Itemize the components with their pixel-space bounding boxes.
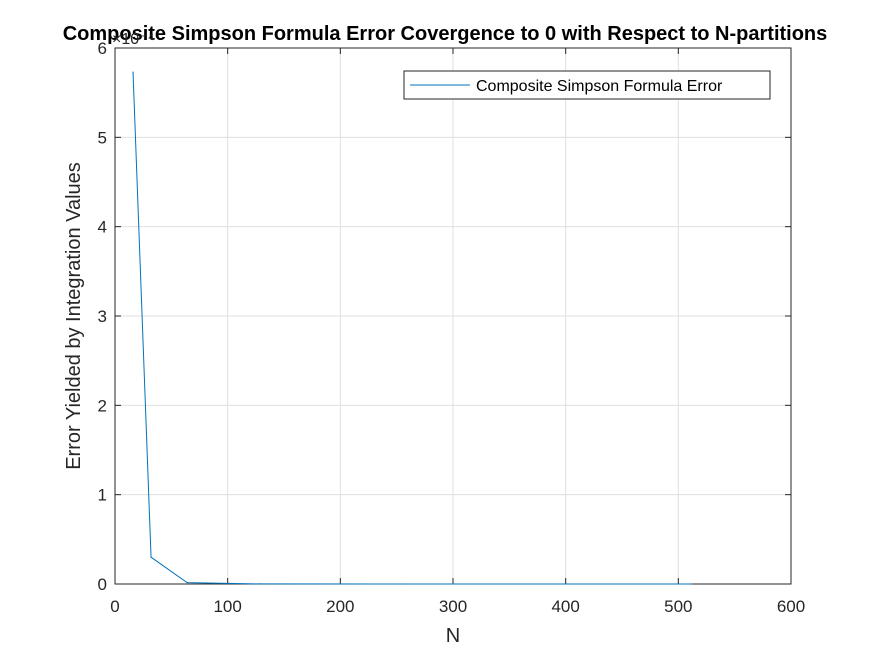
legend-entry-label: Composite Simpson Formula Error [476, 78, 723, 95]
data-point [258, 583, 260, 585]
y-tick-label: 4 [98, 218, 107, 237]
legend: Composite Simpson Formula Error [403, 70, 771, 100]
series-line-0 [132, 72, 692, 585]
x-tick-label: 300 [439, 597, 467, 616]
y-tick-label: 6 [98, 39, 107, 58]
y-tick-label: 1 [98, 486, 107, 505]
tick-marks [114, 47, 792, 585]
data-point [186, 582, 188, 584]
data-point [132, 71, 134, 73]
x-tick-label: 400 [551, 597, 579, 616]
data-point [691, 583, 693, 585]
x-tick-label: 200 [326, 597, 354, 616]
x-tick-label: 600 [777, 597, 805, 616]
y-tick-label: 2 [98, 396, 107, 415]
plot-area [132, 71, 693, 585]
x-tick-label: 0 [110, 597, 119, 616]
x-tick-label: 100 [213, 597, 241, 616]
data-point [150, 556, 152, 558]
y-tick-label: 5 [98, 128, 107, 147]
y-axis-label: Error Yielded by Integration Values [63, 162, 85, 470]
y-axis-exponent-label: ×10⁻⁴ [112, 31, 155, 48]
chart-title: Composite Simpson Formula Error Covergen… [63, 23, 828, 45]
x-axis-label: N [446, 625, 460, 647]
y-tick-label: 0 [98, 575, 107, 594]
y-tick-label: 3 [98, 307, 107, 326]
data-point [402, 583, 405, 585]
tick-labels: 0 100 200 300 400 500 600 0 1 2 3 4 5 6 [98, 39, 806, 616]
x-tick-label: 500 [664, 597, 692, 616]
